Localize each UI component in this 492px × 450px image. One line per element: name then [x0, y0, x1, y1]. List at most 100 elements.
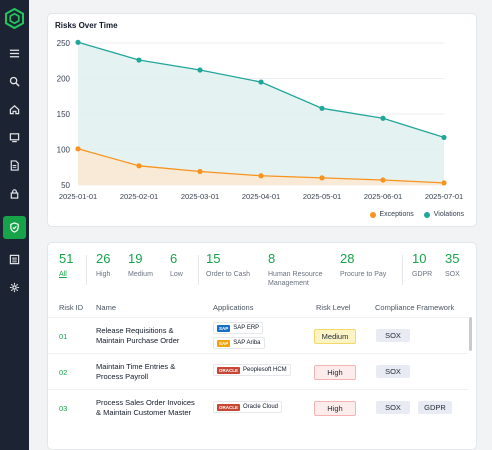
point-exceptions — [380, 177, 386, 183]
sidebar-item-settings[interactable] — [3, 276, 26, 299]
risk-name-line: Maintain Purchase Order — [96, 336, 180, 345]
legend-item-exceptions[interactable]: Exceptions — [369, 211, 414, 218]
oracle-logo-icon: ORACLE — [217, 403, 240, 411]
risk-name-line: Process Payroll — [96, 372, 149, 381]
stat-divider — [86, 255, 87, 285]
legend-label: Exceptions — [379, 211, 414, 218]
point-exceptions — [319, 175, 325, 181]
header-risk-level[interactable]: Risk Level — [316, 303, 351, 312]
risk-level-badge: High — [314, 401, 356, 416]
chart-legend: Exceptions Violations — [369, 211, 464, 218]
area-exceptions — [78, 148, 444, 185]
y-tick-label: 200 — [57, 75, 71, 84]
point-violations — [75, 39, 81, 45]
stat-value: 35 — [445, 251, 460, 266]
y-tick-label: 100 — [57, 146, 71, 155]
legend-dot-exceptions — [369, 211, 376, 218]
sidebar-item-lock[interactable] — [3, 182, 26, 205]
document-icon — [10, 160, 19, 171]
framework-badge-sox: SOX — [376, 329, 410, 342]
sidebar-item-risks[interactable] — [3, 216, 26, 239]
stat-sox[interactable]: 35 SOX — [445, 251, 460, 279]
stat-label: Human Resource Management — [268, 271, 323, 287]
point-violations — [441, 134, 447, 141]
legend-dot-violations — [423, 211, 430, 218]
stat-divider — [198, 255, 199, 285]
framework-badge-sox: SOX — [376, 365, 410, 378]
point-exceptions — [75, 146, 81, 152]
point-violations — [258, 79, 264, 85]
app-chip-sap-ariba: SAP SAP Ariba — [213, 337, 265, 349]
point-violations — [197, 67, 203, 73]
sidebar-item-search[interactable] — [3, 70, 26, 93]
stat-label: Low — [170, 271, 183, 278]
stat-divider — [402, 255, 403, 285]
x-tick-label: 2025-07-01 — [425, 192, 463, 201]
point-violations — [380, 115, 386, 121]
risk-name: Process Sales Order Invoices & Maintain … — [96, 398, 195, 418]
table-row[interactable]: 02 Maintain Time Entries & Process Payro… — [48, 353, 468, 389]
stat-value: 28 — [340, 251, 355, 266]
point-exceptions — [136, 163, 142, 169]
stat-gdpr[interactable]: 10 GDPR — [412, 251, 432, 279]
risk-id[interactable]: 02 — [59, 368, 68, 377]
stat-value: 6 — [170, 251, 178, 266]
stat-value: 19 — [128, 251, 143, 266]
chart-title: Risks Over Time — [55, 21, 118, 30]
risk-id[interactable]: 03 — [59, 404, 68, 413]
stat-label: SOX — [445, 271, 460, 278]
stat-human-resource-management[interactable]: 8 Human Resource Management — [268, 251, 332, 288]
y-tick-label: 50 — [61, 181, 70, 190]
search-icon — [9, 76, 20, 87]
stat-order-to-cash[interactable]: 15 Order to Cash — [206, 251, 250, 279]
sidebar-item-documents[interactable] — [3, 154, 26, 177]
header-applications[interactable]: Applications — [213, 303, 254, 312]
sap-logo-icon: SAP — [217, 324, 231, 332]
risk-id[interactable]: 01 — [59, 332, 68, 341]
risks-over-time-chart: 250 200 150 100 50 2025-01-01 2025-02-01 2025-0… — [57, 39, 464, 201]
app-chip-oracle-cloud: ORACLE Oracle Cloud — [213, 401, 283, 413]
stat-label: High — [96, 271, 111, 278]
stat-all[interactable]: 51 All — [59, 251, 73, 279]
legend-item-violations[interactable]: Violations — [423, 211, 464, 218]
stat-label: Order to Cash — [206, 271, 250, 278]
y-tick-label: 250 — [57, 39, 71, 48]
sap-ariba-logo-icon: SAP — [217, 339, 231, 347]
stat-value: 10 — [412, 251, 427, 266]
gear-icon — [9, 282, 20, 293]
stat-medium[interactable]: 19 Medium — [128, 251, 153, 279]
sidebar-item-home[interactable] — [3, 98, 26, 121]
risk-name-line: Process Sales Order Invoices — [96, 398, 195, 407]
sidebar-item-list[interactable] — [3, 248, 26, 271]
stat-label: GDPR — [412, 271, 433, 278]
stat-value: 15 — [206, 251, 221, 266]
x-tick-label: 2025-01-01 — [59, 192, 97, 201]
point-violations — [319, 105, 325, 111]
app-chip-sap-erp: SAP SAP ERP — [213, 322, 264, 334]
point-exceptions — [258, 173, 264, 179]
header-name[interactable]: Name — [96, 303, 117, 312]
table-row[interactable]: 01 Release Requisitions & Maintain Purch… — [48, 317, 468, 353]
risk-name: Maintain Time Entries & Process Payroll — [96, 362, 175, 382]
menu-icon — [9, 49, 20, 58]
risks-over-time-card: Risks Over Time 250 200 150 100 50 2025-01-01… — [47, 13, 477, 227]
sidebar-item-menu[interactable] — [3, 42, 26, 65]
header-compliance-framework[interactable]: Compliance Framework — [375, 303, 455, 312]
x-tick-label: 2025-02-01 — [120, 192, 158, 201]
table-scrollbar[interactable] — [469, 317, 472, 351]
stat-value: 51 — [59, 251, 74, 266]
area-violations — [78, 42, 444, 185]
y-tick-label: 150 — [57, 110, 71, 119]
stat-low[interactable]: 6 Low — [170, 251, 183, 279]
home-icon — [9, 105, 20, 115]
sidebar-item-monitor[interactable] — [3, 126, 26, 149]
risk-name-line: Release Requisitions & — [96, 326, 174, 335]
risk-name-line: & Maintain Customer Master — [96, 408, 192, 417]
stat-procure-to-pay[interactable]: 28 Procure to Pay — [340, 251, 386, 279]
table-row[interactable]: 03 Process Sales Order Invoices & Mainta… — [48, 389, 468, 425]
header-risk-id[interactable]: Risk ID — [59, 303, 84, 312]
risk-name: Release Requisitions & Maintain Purchase… — [96, 326, 179, 346]
risks-table-card: 51 All 26 High 19 Medium 6 Low 15 Order … — [47, 242, 477, 450]
stat-value: 26 — [96, 251, 111, 266]
stat-high[interactable]: 26 High — [96, 251, 110, 279]
